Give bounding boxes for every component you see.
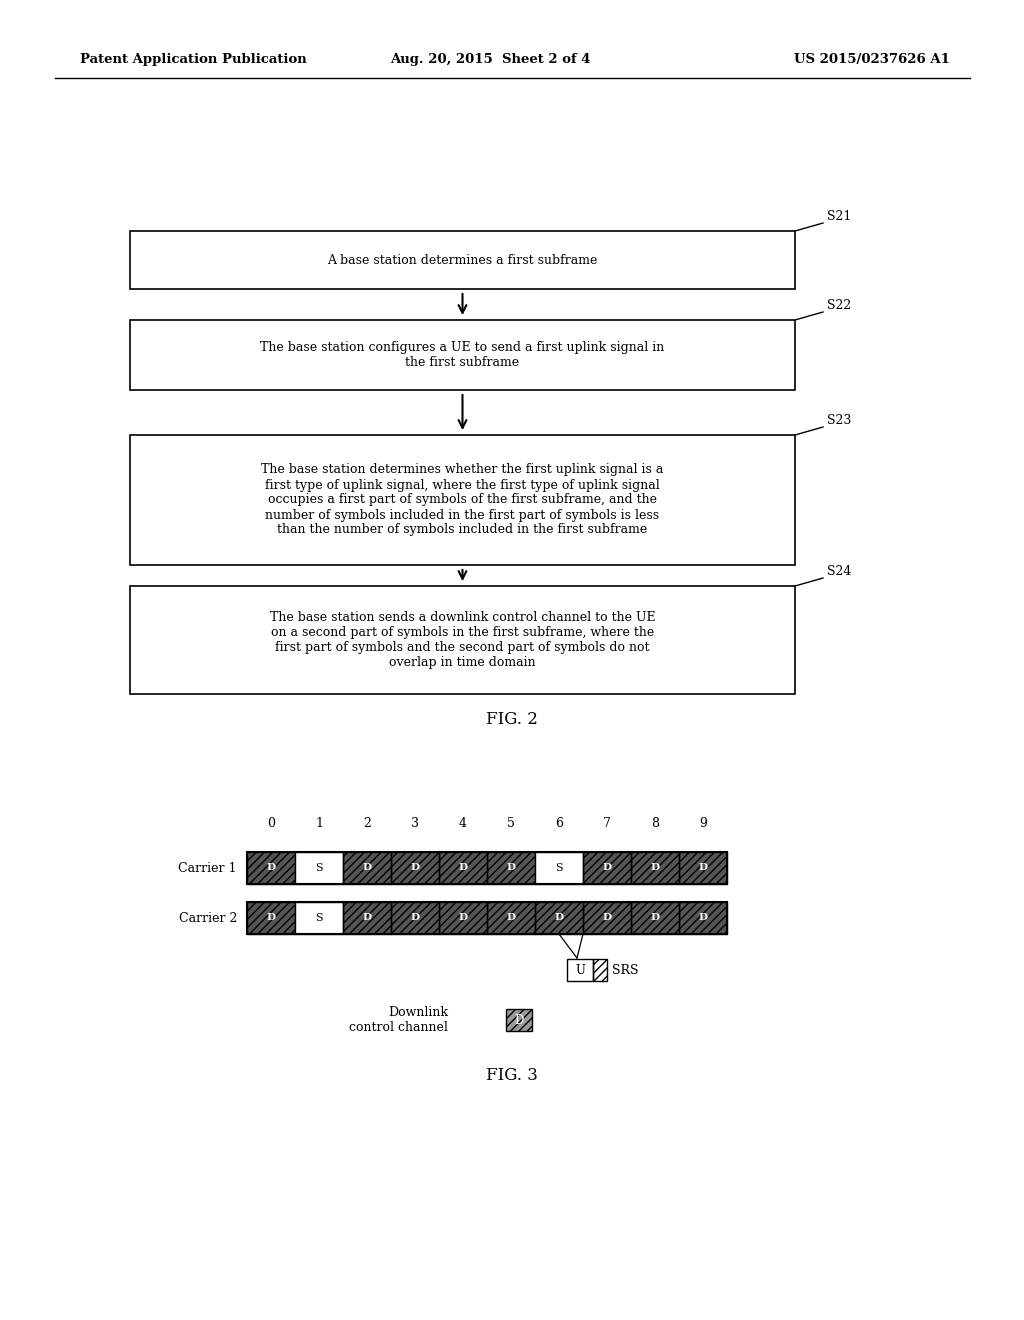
Bar [439, 902, 487, 935]
Text: 4: 4 [459, 817, 467, 830]
Bar [343, 902, 391, 935]
Text: Downlink
control channel: Downlink control channel [349, 1006, 449, 1034]
Bar [391, 902, 439, 935]
Text: 8: 8 [651, 817, 659, 830]
Text: 6: 6 [555, 817, 563, 830]
Text: 1: 1 [315, 817, 323, 830]
Bar [247, 902, 295, 935]
Text: The base station configures a UE to send a first uplink signal in
the first subf: The base station configures a UE to send… [260, 341, 665, 370]
Text: S24: S24 [827, 565, 851, 578]
Bar [130, 586, 795, 694]
Bar [391, 902, 439, 935]
Text: S: S [315, 913, 323, 923]
Bar [343, 902, 391, 935]
Text: D: D [698, 913, 708, 923]
Bar [535, 902, 583, 935]
Bar [439, 851, 487, 884]
Bar [391, 851, 439, 884]
Text: FIG. 2: FIG. 2 [486, 711, 538, 729]
Text: Patent Application Publication: Patent Application Publication [80, 54, 307, 66]
Text: SRS: SRS [612, 964, 639, 977]
Bar [567, 960, 593, 981]
Bar [247, 902, 295, 935]
Bar [295, 902, 343, 935]
Bar [631, 851, 679, 884]
Bar [583, 902, 631, 935]
Text: Carrier 2: Carrier 2 [178, 912, 237, 924]
Text: D: D [650, 913, 659, 923]
Bar [583, 902, 631, 935]
Bar [506, 1008, 532, 1031]
Bar [343, 851, 391, 884]
Bar [295, 851, 343, 884]
Bar [535, 851, 583, 884]
Bar [679, 851, 727, 884]
Bar [247, 851, 295, 884]
Bar [631, 851, 679, 884]
Text: D: D [266, 863, 275, 873]
Text: D: D [602, 863, 611, 873]
Bar [247, 851, 727, 884]
Bar [679, 851, 727, 884]
Text: Aug. 20, 2015  Sheet 2 of 4: Aug. 20, 2015 Sheet 2 of 4 [390, 54, 590, 66]
Bar [583, 851, 631, 884]
Text: D: D [514, 1014, 523, 1027]
Bar [343, 851, 391, 884]
Bar [130, 319, 795, 389]
Text: D: D [507, 913, 515, 923]
Text: S23: S23 [827, 414, 851, 426]
Text: 5: 5 [507, 817, 515, 830]
Bar [631, 902, 679, 935]
Text: US 2015/0237626 A1: US 2015/0237626 A1 [795, 54, 950, 66]
Text: D: D [602, 913, 611, 923]
Bar [679, 902, 727, 935]
Text: A base station determines a first subframe: A base station determines a first subfra… [328, 253, 598, 267]
Bar [593, 960, 607, 981]
Text: 7: 7 [603, 817, 611, 830]
Text: D: D [698, 863, 708, 873]
Text: FIG. 3: FIG. 3 [486, 1067, 538, 1084]
Text: S21: S21 [827, 210, 851, 223]
Text: D: D [362, 863, 372, 873]
Text: D: D [650, 863, 659, 873]
Text: 0: 0 [267, 817, 275, 830]
Bar [130, 231, 795, 289]
Text: 2: 2 [364, 817, 371, 830]
Text: 9: 9 [699, 817, 707, 830]
Text: S: S [315, 863, 323, 873]
Text: D: D [459, 863, 468, 873]
Bar [487, 902, 535, 935]
Text: U: U [575, 964, 585, 977]
Bar [487, 851, 535, 884]
Text: S22: S22 [827, 300, 851, 312]
Bar [487, 851, 535, 884]
Text: D: D [459, 913, 468, 923]
Text: D: D [507, 863, 515, 873]
Bar [247, 851, 295, 884]
Text: D: D [411, 913, 420, 923]
Bar [506, 1008, 532, 1031]
Text: Carrier 1: Carrier 1 [178, 862, 237, 874]
Bar [439, 902, 487, 935]
Text: D: D [362, 913, 372, 923]
Text: S: S [555, 863, 563, 873]
Bar [487, 902, 535, 935]
Bar [631, 902, 679, 935]
Text: 3: 3 [411, 817, 419, 830]
Bar [679, 902, 727, 935]
Text: The base station sends a downlink control channel to the UE
on a second part of : The base station sends a downlink contro… [269, 611, 655, 669]
Text: The base station determines whether the first uplink signal is a
first type of u: The base station determines whether the … [261, 463, 664, 536]
Bar [130, 436, 795, 565]
Bar [535, 902, 583, 935]
Text: D: D [266, 913, 275, 923]
Bar [439, 851, 487, 884]
Bar [391, 851, 439, 884]
Bar [583, 851, 631, 884]
Text: D: D [411, 863, 420, 873]
Text: D: D [554, 913, 563, 923]
Bar [247, 902, 727, 935]
